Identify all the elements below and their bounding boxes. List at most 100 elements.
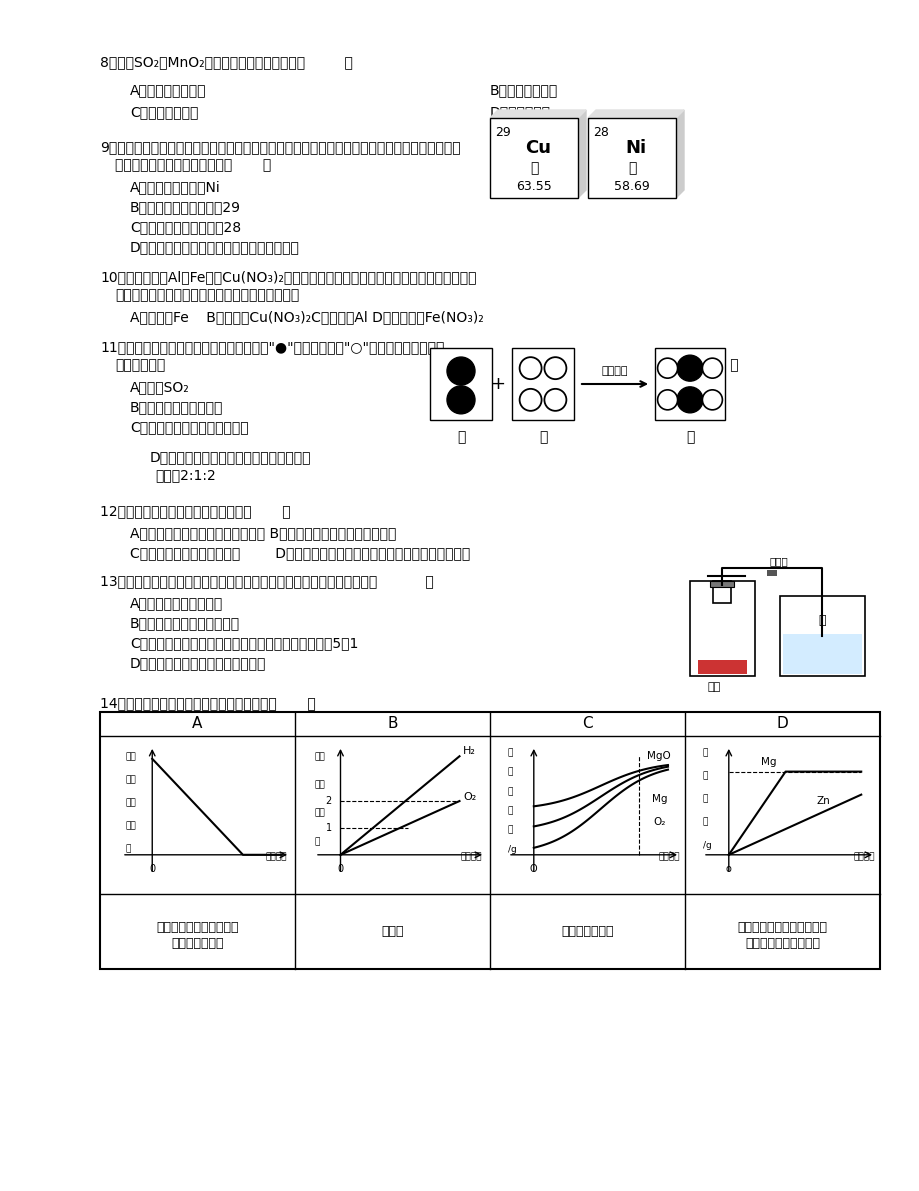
Text: 63.55: 63.55 xyxy=(516,180,551,193)
Text: C: C xyxy=(582,717,592,731)
Text: 8．对于SO₂和MnO₂两种物质的说法正确的是（         ）: 8．对于SO₂和MnO₂两种物质的说法正确的是（ ） xyxy=(100,55,353,69)
Text: 铜: 铜 xyxy=(529,162,538,175)
Bar xyxy=(512,348,573,420)
Bar xyxy=(100,712,879,969)
Text: 58.69: 58.69 xyxy=(614,180,649,193)
Bar xyxy=(689,581,754,676)
Text: 质: 质 xyxy=(507,806,513,815)
Bar xyxy=(490,118,577,198)
Text: 弹簧夹: 弹簧夹 xyxy=(769,556,788,566)
Text: 氢: 氢 xyxy=(702,749,708,757)
Text: 12．下列有关水的说法中不正确的是（       ）: 12．下列有关水的说法中不正确的是（ ） xyxy=(100,504,290,518)
Text: 的质: 的质 xyxy=(314,809,325,818)
Text: 10．取一定量的Al、Fe放入Cu(NO₃)₂溶液中充分反应后过滤，向滤渣中加入稀盐酸，有气: 10．取一定量的Al、Fe放入Cu(NO₃)₂溶液中充分反应后过滤，向滤渣中加入… xyxy=(100,270,476,283)
Text: Mg: Mg xyxy=(760,757,776,767)
Circle shape xyxy=(519,357,541,379)
Circle shape xyxy=(676,355,702,381)
Text: 生成: 生成 xyxy=(314,753,325,761)
Text: 反应时间: 反应时间 xyxy=(265,853,287,861)
Polygon shape xyxy=(675,110,683,198)
Text: D．都是混合物: D．都是混合物 xyxy=(490,105,550,119)
Text: 质: 质 xyxy=(507,768,513,777)
Bar xyxy=(782,634,861,674)
Circle shape xyxy=(701,358,721,379)
Text: O: O xyxy=(529,863,537,874)
Text: D．反应中，甲、乙、丙三种物质的分子个: D．反应中，甲、乙、丙三种物质的分子个 xyxy=(150,450,312,464)
Text: 法中错误的是: 法中错误的是 xyxy=(115,358,165,372)
Text: 量: 量 xyxy=(314,837,320,846)
Text: +: + xyxy=(490,375,505,393)
Circle shape xyxy=(701,389,721,410)
Polygon shape xyxy=(587,110,683,118)
Text: 反应时间: 反应时间 xyxy=(853,853,874,861)
Text: D．铜的相对原子质量比镍的相对原子质量小: D．铜的相对原子质量比镍的相对原子质量小 xyxy=(130,241,300,254)
Text: A．一定有Fe    B．一定有Cu(NO₃)₂C．一定有Al D．一定没有Fe(NO₃)₂: A．一定有Fe B．一定有Cu(NO₃)₂C．一定有Al D．一定没有Fe(NO… xyxy=(130,310,483,324)
Text: MgO: MgO xyxy=(647,750,671,761)
Text: Cu: Cu xyxy=(525,139,550,157)
Text: 反应时间: 反应时间 xyxy=(460,853,481,861)
Text: Mg: Mg xyxy=(651,794,666,804)
Text: 量: 量 xyxy=(702,818,708,827)
Text: 瓶内: 瓶内 xyxy=(125,775,136,785)
Text: 0: 0 xyxy=(337,863,343,874)
Text: 量: 量 xyxy=(507,825,513,835)
Circle shape xyxy=(657,358,677,379)
Text: 的稀盐酸中分别加入足: 的稀盐酸中分别加入足 xyxy=(744,937,819,950)
Text: 气体: 气体 xyxy=(314,780,325,790)
Text: C．镍元素的原子序数为28: C．镍元素的原子序数为28 xyxy=(130,220,241,233)
Text: Zn: Zn xyxy=(816,796,829,805)
Text: 集气: 集气 xyxy=(125,753,136,761)
Text: C．活性炭可除去水中的异味        D．为爱护水资源，既要节约用水，又要防止水污染: C．活性炭可除去水中的异味 D．为爱护水资源，既要节约用水，又要防止水污染 xyxy=(130,545,470,560)
Text: 泡产生。下列有关滤渣中的成分说法正确的是（）: 泡产生。下列有关滤渣中的成分说法正确的是（） xyxy=(115,288,299,303)
Text: 镁在氧气中燃烧: 镁在氧气中燃烧 xyxy=(561,925,613,939)
Text: O₂: O₂ xyxy=(462,792,476,802)
Text: 镍: 镍 xyxy=(627,162,636,175)
Text: 11．右图为某化学反应的微观示意图，图中"●"表示硫原子，"○"表示氧原子。下列说: 11．右图为某化学反应的微观示意图，图中"●"表示硫原子，"○"表示氧原子。下列… xyxy=(100,339,444,354)
Text: 足量的碳在盛有氧气的密: 足量的碳在盛有氧气的密 xyxy=(156,921,239,934)
Text: 量: 量 xyxy=(125,844,130,854)
Bar xyxy=(587,118,675,198)
Circle shape xyxy=(544,357,566,379)
Bar xyxy=(654,348,724,420)
Text: Ni: Ni xyxy=(625,139,646,157)
Text: A．硬水经过吸附、过滤可变成软水 B．净化水程度最高的方法是蒸馏: A．硬水经过吸附、过滤可变成软水 B．净化水程度最高的方法是蒸馏 xyxy=(130,526,396,540)
Text: C．此反应中反应物都是化合物: C．此反应中反应物都是化合物 xyxy=(130,420,248,434)
Text: A．常温下都是气体: A．常温下都是气体 xyxy=(130,83,206,96)
Text: A．甲是SO₂: A．甲是SO₂ xyxy=(130,380,189,394)
Text: 甲: 甲 xyxy=(457,430,465,444)
Text: 一定条件: 一定条件 xyxy=(601,366,628,376)
Text: H₂: H₂ xyxy=(462,746,475,755)
Text: B．铜原子核外电子数为29: B．铜原子核外电子数为29 xyxy=(130,200,241,214)
Text: （     ）: （ ） xyxy=(699,358,738,372)
Text: 气体: 气体 xyxy=(125,798,136,807)
Bar xyxy=(429,348,492,420)
Text: 红磷: 红磷 xyxy=(707,682,720,692)
Text: B．燃烧匙中盛放过量的红磷: B．燃烧匙中盛放过量的红磷 xyxy=(130,616,240,630)
Text: A．不能用木炭代替红磷: A．不能用木炭代替红磷 xyxy=(130,596,223,610)
Text: C．通过实验可以得出空气中氮气与氧气的体积比约为5：1: C．通过实验可以得出空气中氮气与氧气的体积比约为5：1 xyxy=(130,636,358,650)
Text: C．都含有氧分子: C．都含有氧分子 xyxy=(130,105,199,119)
Text: 反应时间: 反应时间 xyxy=(658,853,679,861)
Text: 28: 28 xyxy=(593,126,608,139)
Bar xyxy=(698,660,746,674)
Circle shape xyxy=(544,388,566,411)
Text: 0: 0 xyxy=(149,863,155,874)
Text: 息。下列有关说法不正确的是（       ）: 息。下列有关说法不正确的是（ ） xyxy=(115,158,271,172)
Circle shape xyxy=(519,388,541,411)
Bar xyxy=(766,570,777,576)
Text: 乙: 乙 xyxy=(539,430,547,444)
Text: 水: 水 xyxy=(818,613,825,626)
Text: 29: 29 xyxy=(494,126,510,139)
Text: 物: 物 xyxy=(507,749,513,757)
Text: B．该反应属于化合反应: B．该反应属于化合反应 xyxy=(130,400,223,414)
Text: A．镍的元素符号为Ni: A．镍的元素符号为Ni xyxy=(130,180,221,194)
Text: /g: /g xyxy=(702,841,711,849)
Circle shape xyxy=(657,389,677,410)
Text: 数比为2:1:2: 数比为2:1:2 xyxy=(154,468,216,482)
Text: 2: 2 xyxy=(325,796,332,806)
Text: 14．下列图象能正确反映对应变化关系的是（       ）: 14．下列图象能正确反映对应变化关系的是（ ） xyxy=(100,696,315,710)
Text: 的: 的 xyxy=(507,787,513,796)
Text: /g: /g xyxy=(507,844,516,854)
Polygon shape xyxy=(577,110,585,198)
Circle shape xyxy=(447,357,474,385)
